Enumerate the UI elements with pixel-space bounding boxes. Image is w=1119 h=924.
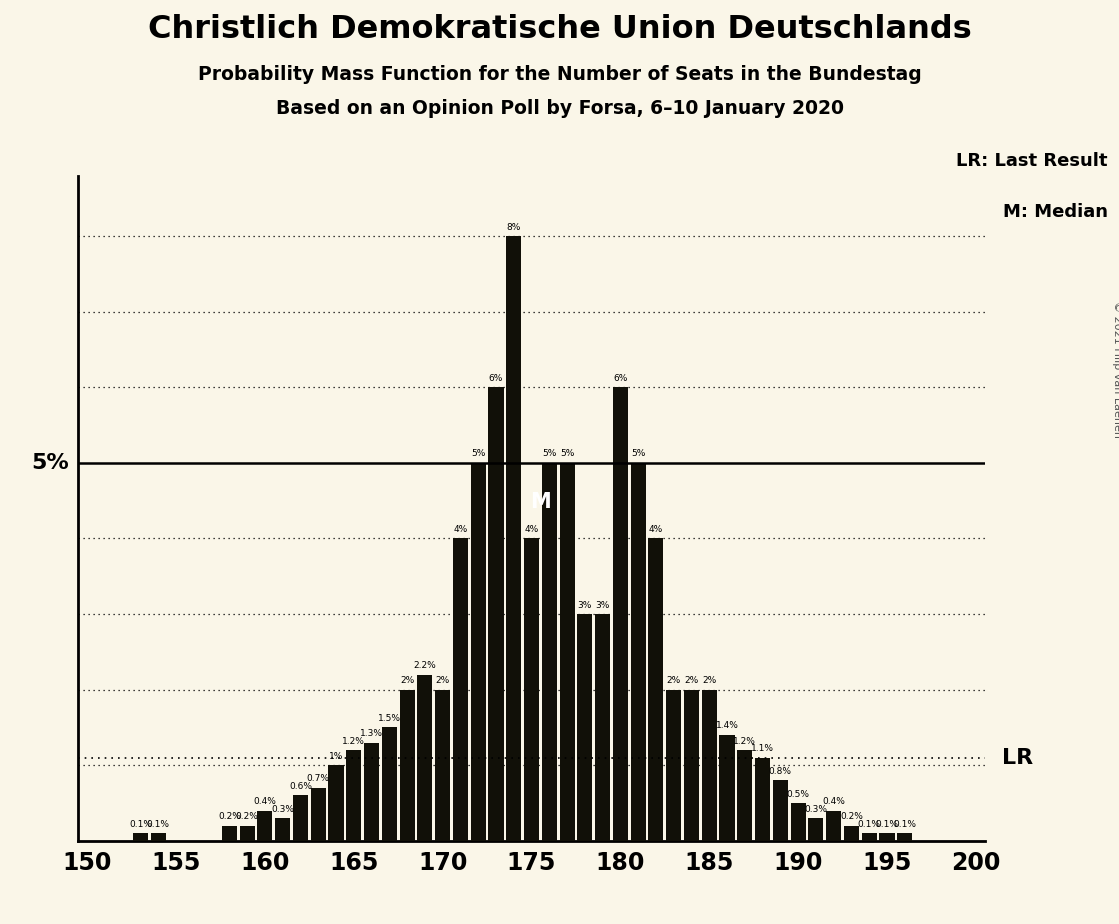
Bar [222, 826, 237, 841]
Text: 2%: 2% [685, 676, 698, 685]
Text: 5%: 5% [631, 449, 646, 458]
Text: 1.2%: 1.2% [733, 736, 756, 746]
Bar [648, 539, 664, 841]
Bar [506, 236, 521, 841]
Bar [826, 810, 841, 841]
Bar [560, 463, 575, 841]
Text: 0.1%: 0.1% [857, 820, 881, 829]
Text: 4%: 4% [525, 525, 538, 534]
Bar [417, 675, 432, 841]
Bar [666, 689, 681, 841]
Bar [453, 539, 468, 841]
Text: 6%: 6% [613, 373, 628, 383]
Text: 0.6%: 0.6% [289, 782, 312, 791]
Text: 0.8%: 0.8% [769, 767, 792, 776]
Bar [755, 758, 770, 841]
Text: 6%: 6% [489, 373, 504, 383]
Bar [257, 810, 273, 841]
Bar [702, 689, 717, 841]
Bar [311, 788, 326, 841]
Text: LR: LR [1002, 748, 1033, 768]
Bar [275, 818, 290, 841]
Bar [524, 539, 539, 841]
Text: 1.3%: 1.3% [360, 729, 383, 738]
Bar [151, 833, 166, 841]
Text: 3%: 3% [577, 601, 592, 610]
Bar [382, 727, 397, 841]
Bar [364, 743, 379, 841]
Text: 0.1%: 0.1% [147, 820, 170, 829]
Text: 0.4%: 0.4% [822, 797, 845, 806]
Bar [488, 387, 504, 841]
Text: 1.2%: 1.2% [342, 736, 365, 746]
Bar [737, 750, 752, 841]
Text: 1.1%: 1.1% [751, 744, 774, 753]
Text: 0.2%: 0.2% [236, 812, 258, 821]
Bar [862, 833, 877, 841]
Bar [133, 833, 148, 841]
Bar [471, 463, 486, 841]
Text: LR: Last Result: LR: Last Result [957, 152, 1108, 170]
Bar [720, 735, 734, 841]
Bar [577, 614, 592, 841]
Bar [595, 614, 610, 841]
Text: 0.1%: 0.1% [893, 820, 916, 829]
Text: 5%: 5% [471, 449, 486, 458]
Bar [346, 750, 361, 841]
Bar [239, 826, 255, 841]
Text: 2%: 2% [702, 676, 716, 685]
Text: 3%: 3% [595, 601, 610, 610]
Text: 5%: 5% [560, 449, 574, 458]
Text: M: M [529, 492, 551, 512]
Bar [844, 826, 859, 841]
Text: 8%: 8% [507, 223, 521, 232]
Text: 0.3%: 0.3% [805, 805, 827, 814]
Bar [790, 803, 806, 841]
Text: 1.5%: 1.5% [378, 714, 401, 723]
Bar [329, 765, 344, 841]
Bar [897, 833, 912, 841]
Bar [613, 387, 628, 841]
Text: 2.2%: 2.2% [414, 661, 436, 670]
Bar [631, 463, 646, 841]
Bar [435, 689, 450, 841]
Text: 0.1%: 0.1% [875, 820, 899, 829]
Bar [880, 833, 894, 841]
Text: 5%: 5% [31, 453, 69, 473]
Text: 1.4%: 1.4% [715, 722, 739, 731]
Text: Based on an Opinion Poll by Forsa, 6–10 January 2020: Based on an Opinion Poll by Forsa, 6–10 … [275, 99, 844, 118]
Bar [808, 818, 824, 841]
Text: Christlich Demokratische Union Deutschlands: Christlich Demokratische Union Deutschla… [148, 14, 971, 45]
Text: 0.2%: 0.2% [840, 812, 863, 821]
Bar [773, 781, 788, 841]
Text: 4%: 4% [649, 525, 664, 534]
Text: 1%: 1% [329, 752, 344, 760]
Text: 0.3%: 0.3% [271, 805, 294, 814]
Text: 2%: 2% [667, 676, 680, 685]
Text: 5%: 5% [542, 449, 556, 458]
Text: 0.1%: 0.1% [129, 820, 152, 829]
Text: © 2021 Filip van Laenen: © 2021 Filip van Laenen [1112, 301, 1119, 438]
Text: M: Median: M: Median [1003, 203, 1108, 221]
Bar [542, 463, 557, 841]
Bar [293, 796, 308, 841]
Bar [684, 689, 699, 841]
Text: 0.4%: 0.4% [254, 797, 276, 806]
Text: 2%: 2% [435, 676, 450, 685]
Text: 4%: 4% [453, 525, 468, 534]
Text: 2%: 2% [399, 676, 414, 685]
Text: 0.7%: 0.7% [307, 774, 330, 784]
Bar [399, 689, 415, 841]
Text: 0.2%: 0.2% [218, 812, 241, 821]
Text: 0.5%: 0.5% [787, 789, 810, 798]
Text: Probability Mass Function for the Number of Seats in the Bundestag: Probability Mass Function for the Number… [198, 65, 921, 84]
